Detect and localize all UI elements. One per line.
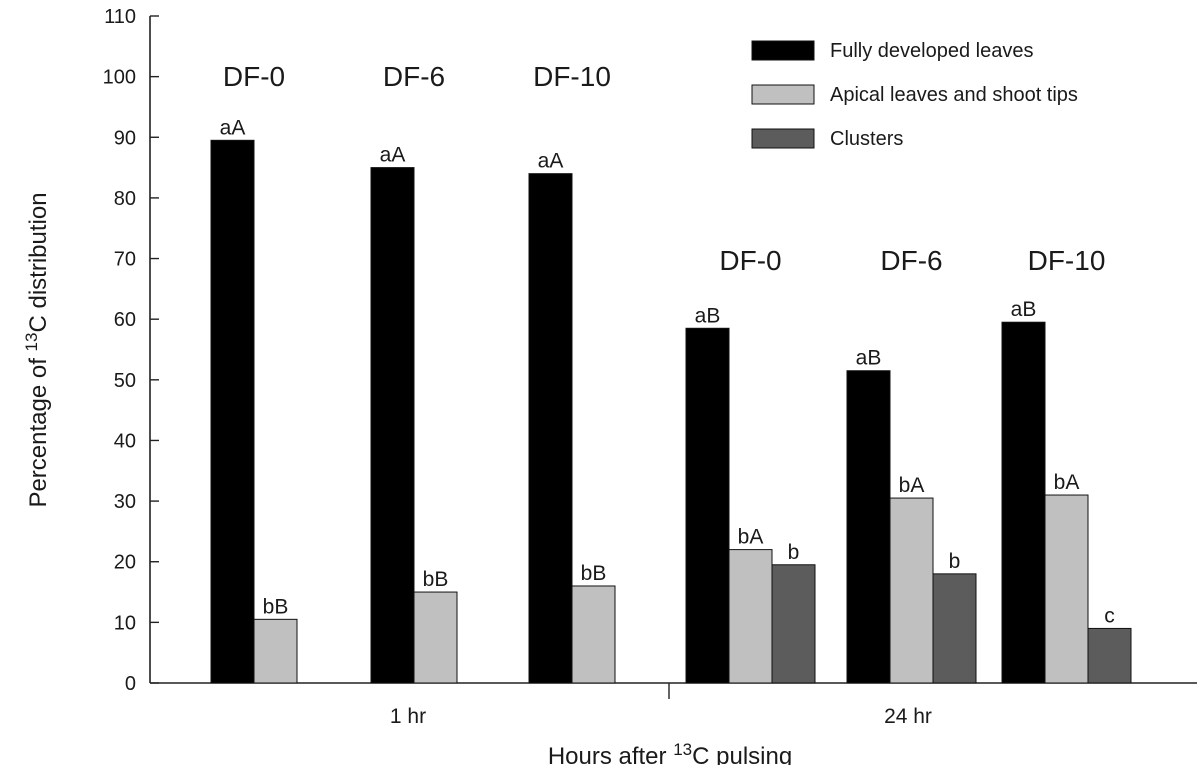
bar-annotation: bA: [899, 474, 925, 497]
y-axis-title-superscript: 13: [22, 333, 41, 352]
bar-annotation: bB: [581, 562, 607, 585]
bar: [528, 173, 573, 684]
bar: [932, 573, 977, 684]
bar-annotation: b: [788, 541, 800, 564]
bar: [889, 497, 934, 684]
labels: aA bB DF-0 aA bB DF-6 aA bB DF-10 aB bA b DF-0 aB bA b D…: [220, 61, 1115, 627]
legend-swatch: [751, 128, 815, 149]
bar-annotation: aB: [695, 304, 721, 327]
group-label: DF-0: [719, 245, 781, 276]
y-tick-label: 10: [114, 612, 136, 634]
x-axis-title-suffix: C pulsing: [692, 743, 792, 765]
bar-annotation: c: [1104, 604, 1115, 627]
legend-swatch: [751, 84, 815, 105]
bar: [771, 564, 816, 684]
group-label: DF-10: [533, 61, 611, 92]
bar: [846, 370, 891, 684]
x-axis-title: Hours after 13C pulsing: [548, 740, 792, 766]
bar: [1087, 627, 1132, 684]
bar: [685, 327, 730, 684]
bar-annotation: aA: [538, 150, 564, 173]
bar: [253, 618, 298, 684]
bar: [728, 549, 773, 684]
legend-swatch: [751, 40, 815, 61]
y-tick-label: 110: [104, 6, 136, 28]
y-axis-title: Percentage of 13C distribution: [22, 192, 53, 507]
bar: [571, 585, 616, 684]
legend-label: Apical leaves and shoot tips: [830, 84, 1078, 106]
y-tick-label: 80: [114, 188, 136, 210]
bar-annotation: bB: [423, 568, 449, 591]
y-tick-label: 60: [114, 309, 136, 331]
y-tick-label: 30: [114, 491, 136, 513]
y-tick-label: 70: [114, 249, 136, 271]
group-label: DF-0: [223, 61, 285, 92]
bar-annotation: aA: [220, 116, 246, 139]
bar-annotation: aA: [380, 144, 406, 167]
bar-annotation: bB: [263, 595, 289, 618]
y-axis-title-suffix: C distribution: [25, 192, 52, 332]
y-axis-title-prefix: Percentage of: [25, 351, 52, 507]
bars: [210, 139, 1132, 684]
axes: 0 10 20 30 40 50 60 70 80 90 100 110 1 hr 24 hr Percen…: [22, 6, 1197, 770]
y-tick-label: 90: [114, 127, 136, 149]
y-tick-label: 0: [125, 673, 136, 695]
bar: [210, 139, 255, 684]
group-label: DF-10: [1028, 245, 1106, 276]
x-axis-title-superscript: 13: [673, 740, 692, 759]
x-category-label: 1 hr: [390, 705, 426, 728]
group-label: DF-6: [880, 245, 942, 276]
bar-annotation: aB: [856, 347, 882, 370]
y-tick-label: 50: [114, 370, 136, 392]
legend: Fully developed leaves Apical leaves and …: [751, 40, 1078, 150]
y-tick-label: 20: [114, 552, 136, 574]
bar-annotation: bA: [738, 526, 764, 549]
bar-annotation: b: [949, 550, 961, 573]
bar: [370, 167, 415, 684]
legend-label: Clusters: [830, 128, 903, 150]
x-axis-title-prefix: Hours after: [548, 743, 673, 765]
bar: [413, 591, 458, 684]
y-tick-label: 100: [103, 67, 136, 89]
bar-annotation: aB: [1011, 298, 1037, 321]
legend-label: Fully developed leaves: [830, 40, 1033, 62]
bar-annotation: bA: [1054, 471, 1080, 494]
x-category-label: 24 hr: [884, 705, 932, 728]
group-label: DF-6: [383, 61, 445, 92]
bar: [1001, 321, 1046, 684]
y-tick-label: 40: [114, 430, 136, 452]
bar: [1044, 494, 1089, 684]
